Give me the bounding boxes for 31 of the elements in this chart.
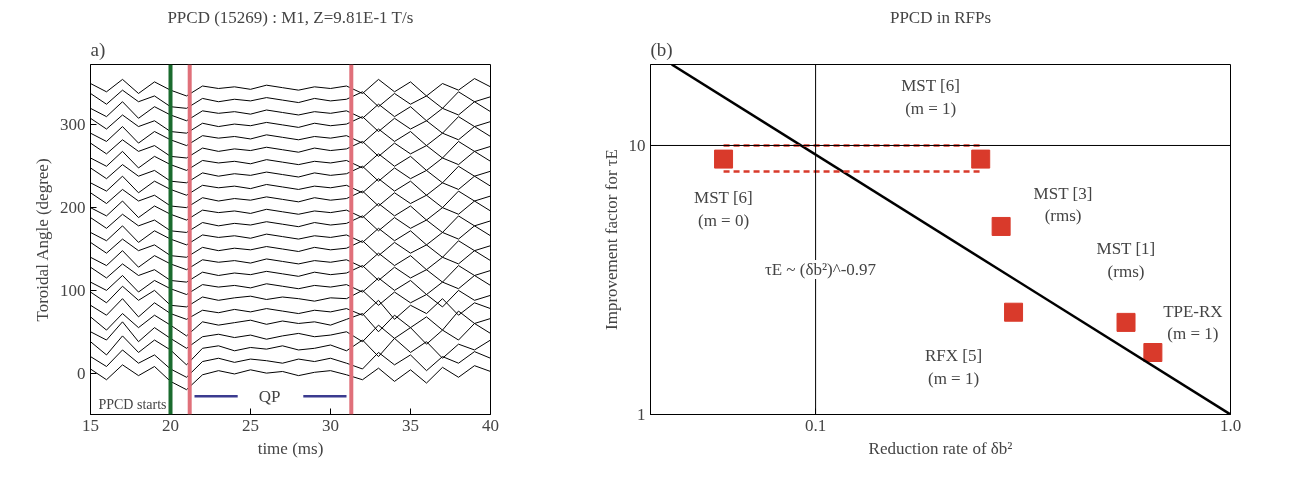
annotation: τE ~ (δb²)^-0.97 <box>764 260 877 279</box>
x-tick-label: 30 <box>322 415 339 435</box>
annotation: RFX [5] (m = 1) <box>924 346 983 389</box>
annotation: MST [1] (rms) <box>1096 239 1156 282</box>
x-tick-label: 15 <box>82 415 99 435</box>
x-tick-label: 0.1 <box>804 415 827 435</box>
y-tick-label: 0 <box>77 363 86 383</box>
x-tick-label: 20 <box>162 415 179 435</box>
y-tick-label: 300 <box>60 115 86 135</box>
y-tick-label: 100 <box>60 280 86 300</box>
x-axis-title: Reduction rate of δb² <box>868 438 1013 458</box>
y-axis-title: Toroidal Angle (degree) <box>33 158 52 322</box>
x-tick-label: 35 <box>402 415 419 435</box>
y-tick-label: 1 <box>637 405 646 424</box>
annotation: MST [6] (m = 1) <box>901 76 960 118</box>
y-tick-label: 200 <box>60 198 86 218</box>
annotation: MST [6] (m = 0) <box>694 188 753 230</box>
x-tick-label: 25 <box>242 415 259 435</box>
x-axis-title: time (ms) <box>257 438 324 458</box>
chart-title: PPCD (15269) : M1, Z=9.81E-1 T/s <box>167 7 414 27</box>
text: a) <box>90 38 106 61</box>
y-axis-title: Improvement factor for τE <box>601 148 621 330</box>
ref-line-label: PPCD starts <box>98 396 167 412</box>
x-tick-label: 1.0 <box>1219 415 1242 435</box>
y-tick-label: 10 <box>628 135 646 155</box>
x-tick-label: 40 <box>482 415 499 435</box>
chart-title: PPCD in RFPs <box>889 7 992 27</box>
annotation: MST [3] (rms) <box>1033 183 1093 226</box>
text: (b) <box>650 38 673 61</box>
annotation: TPE-RX (m = 1) <box>1163 301 1223 344</box>
annotation: QP <box>258 386 281 406</box>
